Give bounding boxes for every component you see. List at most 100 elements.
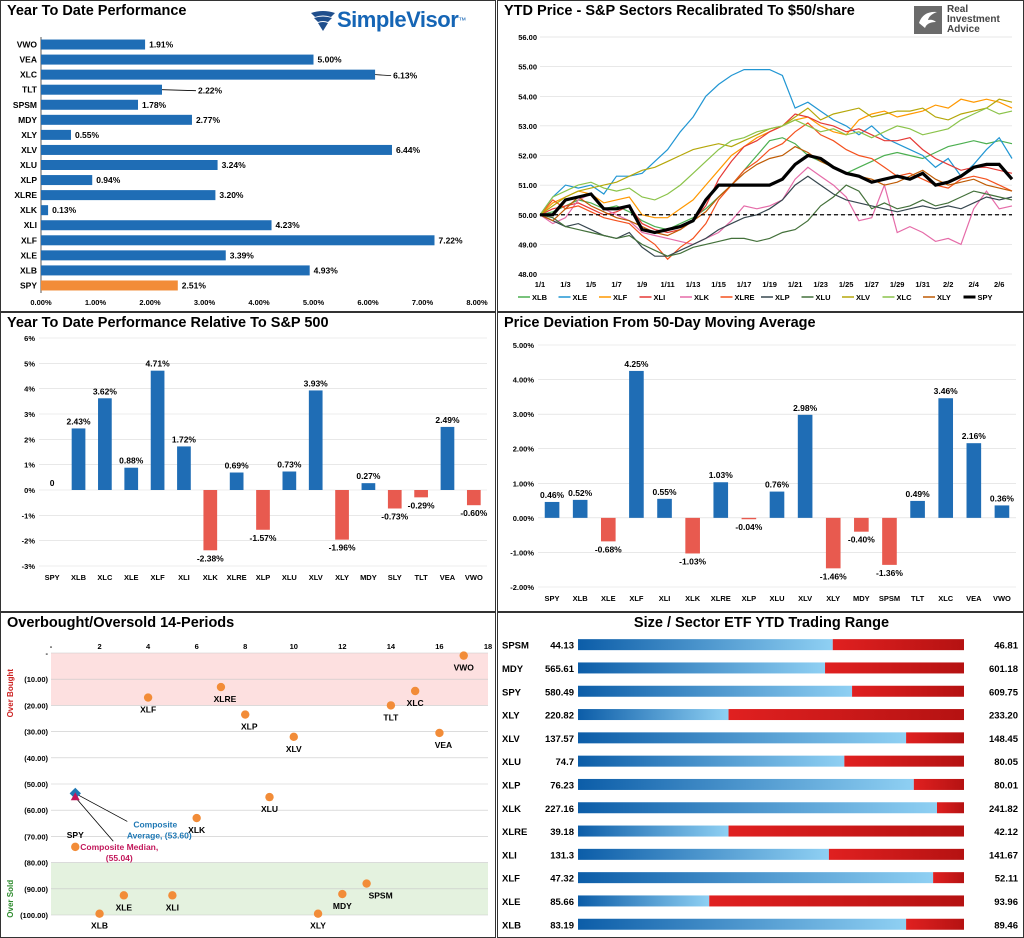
point-label: XLB <box>91 921 108 931</box>
scatter-point <box>168 891 177 900</box>
range-bar-low <box>578 639 833 651</box>
data-label: -2.38% <box>197 553 224 563</box>
bar <box>124 467 139 490</box>
bar <box>203 490 218 551</box>
composite-median-label: Composite Median, <box>80 842 158 852</box>
data-label: 0 <box>50 478 55 488</box>
scatter-point <box>192 813 201 823</box>
data-label: -1.96% <box>329 543 356 553</box>
range-bar-low <box>578 755 845 767</box>
category-label: XLF <box>629 594 644 603</box>
x-tick-label: 16 <box>435 642 443 651</box>
category-label: SPY <box>45 573 60 582</box>
range-bar-low <box>578 778 914 790</box>
data-label: 2.77% <box>196 115 221 125</box>
x-tick-label: 1/7 <box>611 280 621 289</box>
row-name: XLRE <box>502 827 527 838</box>
row-high: 241.82 <box>989 804 1018 815</box>
ytd-performance-panel: Year To Date Performance SimpleVisor ™ VW… <box>0 0 496 312</box>
data-label: 2.16% <box>962 431 987 441</box>
bar <box>71 428 86 490</box>
row-low: 44.13 <box>550 641 574 652</box>
point-label: XLY <box>310 921 326 931</box>
x-tick-label: 1/27 <box>864 280 879 289</box>
x-tick-label: 2 <box>97 642 101 651</box>
category-label: XLK <box>203 573 219 582</box>
point-label: VWO <box>454 663 475 673</box>
data-label: 1.72% <box>172 434 197 444</box>
bar <box>769 491 785 518</box>
data-label: 2.51% <box>182 280 207 290</box>
data-label: 3.46% <box>934 386 959 396</box>
range-bar-high <box>844 755 964 767</box>
bar <box>41 265 310 276</box>
range-bar-high <box>728 825 964 837</box>
bar <box>41 144 392 155</box>
legend-label: XLB <box>532 293 548 302</box>
legend-label: SPY <box>978 293 993 302</box>
trading-range-panel: Size / Sector ETF YTD Trading Range SPSM… <box>497 612 1024 938</box>
category-label: SPY <box>545 594 560 603</box>
row-low: 39.18 <box>550 827 574 838</box>
composite-average-value: Average, (53.60) <box>127 830 192 840</box>
x-tick-label: - <box>50 642 53 651</box>
data-label: 3.24% <box>222 160 247 170</box>
y-tick-label: 49.00 <box>518 240 537 249</box>
series-line-xlc <box>539 107 1013 216</box>
category-label: XLF <box>151 573 166 582</box>
data-label: 2.43% <box>66 416 91 426</box>
bar <box>41 69 376 80</box>
x-tick-label: 14 <box>387 642 396 651</box>
x-tick-label: 1/13 <box>686 280 701 289</box>
category-label: XLC <box>938 594 954 603</box>
composite-median-value: (55.04) <box>106 853 133 863</box>
row-low: 74.7 <box>556 757 575 768</box>
ytd-performance-title: Year To Date Performance <box>7 3 187 19</box>
series-line-xlre <box>539 122 1013 261</box>
bar <box>41 175 93 186</box>
y-tick-label: 54.00 <box>518 92 537 101</box>
data-label: 0.94% <box>96 175 121 185</box>
category-label: XLE <box>20 250 37 260</box>
row-name: XLP <box>502 780 521 791</box>
data-label: -0.29% <box>408 500 435 510</box>
row-name: XLI <box>502 850 517 861</box>
data-label: 2.98% <box>793 403 818 413</box>
simplevisor-tm: ™ <box>458 15 467 25</box>
row-name: SPY <box>502 687 522 698</box>
point-label: XLP <box>241 722 258 732</box>
y-tick-label: 6% <box>24 334 35 343</box>
x-tick-label: 1/9 <box>637 280 647 289</box>
x-tick-label: 1/29 <box>890 280 905 289</box>
range-bar-low <box>578 872 934 884</box>
point-label: MDY <box>333 901 352 911</box>
range-bar-high <box>832 639 964 651</box>
x-tick-label: 1/3 <box>560 280 570 289</box>
relative-performance-panel: Year To Date Performance Relative To S&P… <box>0 312 496 612</box>
series-line-xli <box>539 113 1013 234</box>
x-tick-label: 1/1 <box>535 280 545 289</box>
category-label: XLP <box>256 573 271 582</box>
y-tick-label: 56.00 <box>518 33 537 42</box>
y-tick-label: (10.00) <box>24 675 48 684</box>
data-label: 3.39% <box>230 250 255 260</box>
category-label: MDY <box>853 594 870 603</box>
data-label: 0.13% <box>52 205 77 215</box>
scatter-point <box>289 732 298 742</box>
y-tick-label: 5% <box>24 359 35 368</box>
category-label: XLP <box>20 175 37 185</box>
y-tick-label: (20.00) <box>24 701 48 710</box>
relative-bar-chart: -3% -2% -1% 0% 1% 2% 3% 4% 5% 6% 0 SPY 2.43% XLB 3.62%… <box>22 334 488 582</box>
bar <box>41 99 139 110</box>
x-tick-label: 6 <box>195 642 199 651</box>
point-label: VEA <box>435 740 452 750</box>
bar <box>98 398 112 490</box>
category-label: XLV <box>21 145 37 155</box>
data-label: 3.20% <box>219 190 244 200</box>
price-deviation-title: Price Deviation From 50-Day Moving Avera… <box>504 315 816 331</box>
scatter-point <box>410 686 420 696</box>
y-tick-label: 5.00% <box>513 341 535 350</box>
row-low: 47.32 <box>550 874 574 885</box>
data-label: -1.03% <box>679 556 706 566</box>
point-label: SPY <box>67 830 84 840</box>
